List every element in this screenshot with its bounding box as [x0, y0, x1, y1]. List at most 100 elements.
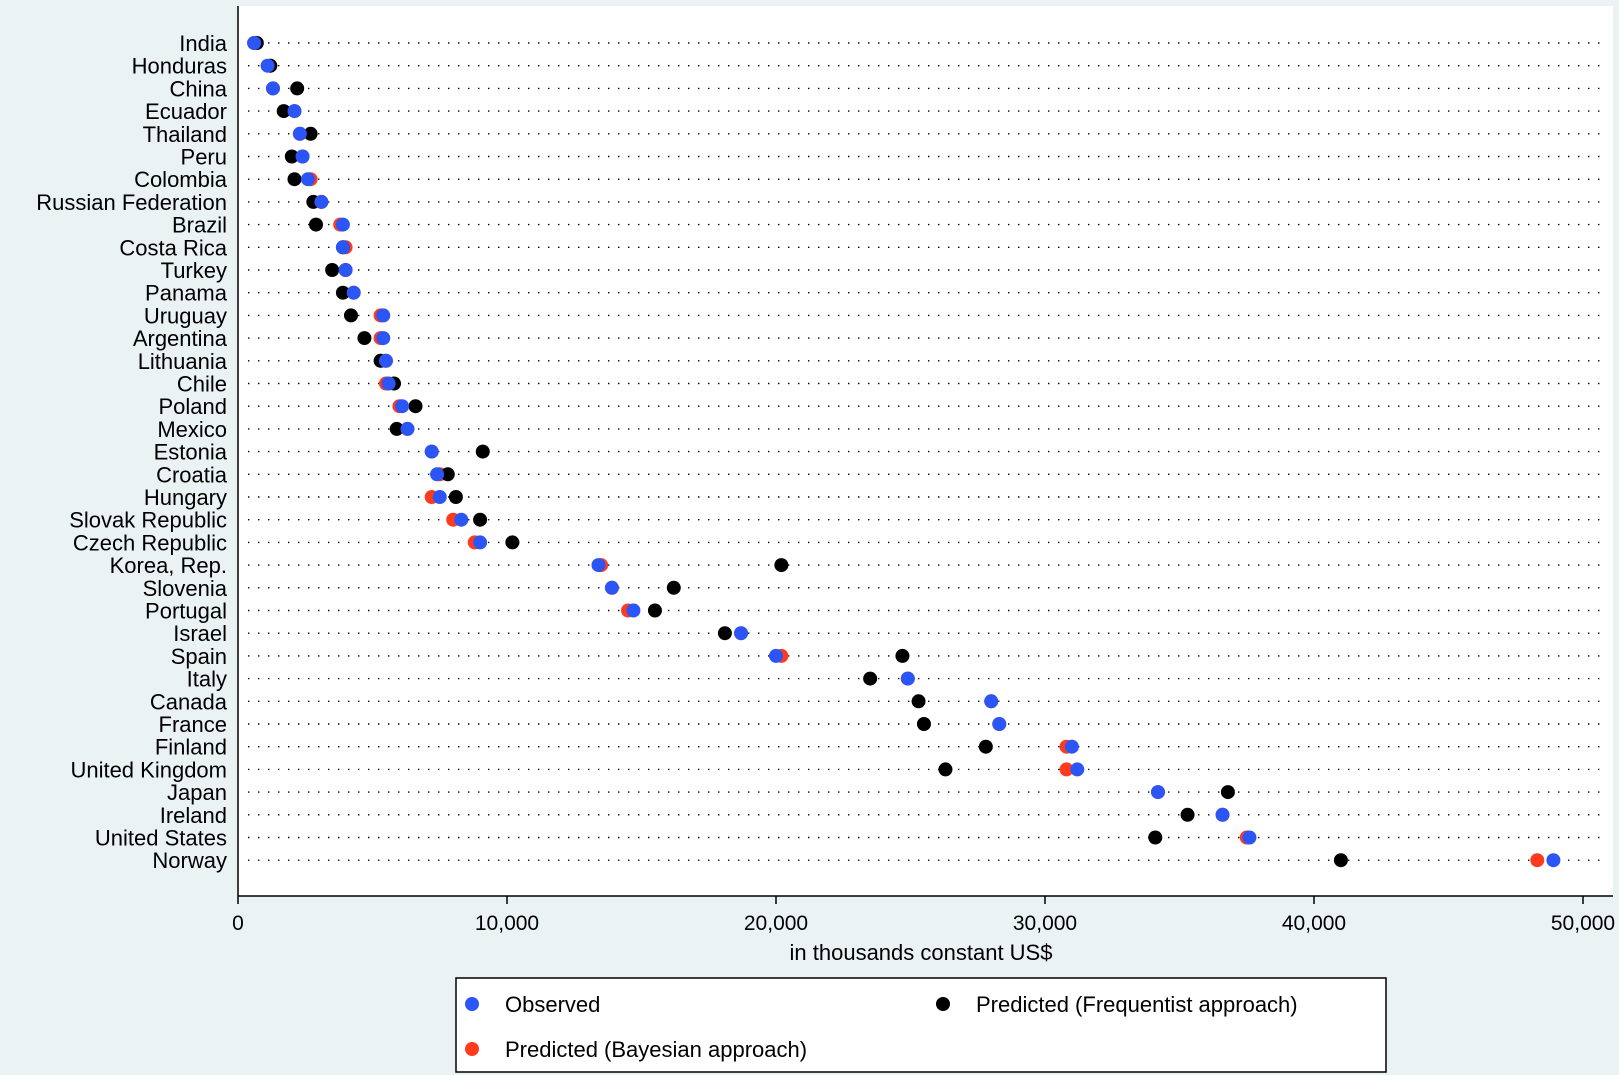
point-panama — [335, 285, 350, 300]
category-label: Poland — [158, 394, 227, 419]
category-label: India — [179, 31, 227, 56]
category-label: United Kingdom — [70, 757, 227, 782]
point-uruguay — [376, 308, 391, 323]
category-label: Thailand — [143, 122, 227, 147]
point-hungary — [432, 490, 447, 504]
x-axis-ticks: 0 10,000 20,000 30,000 40,000 50,000 — [232, 896, 1615, 935]
point-slovenia — [604, 580, 619, 595]
category-labels: IndiaHondurasChinaEcuadorThailandPeruCol… — [36, 31, 228, 873]
category-label: Peru — [181, 145, 227, 170]
point-norway — [1530, 853, 1545, 868]
x-tick-label: 20,000 — [744, 912, 808, 935]
data-points — [247, 36, 1561, 868]
category-label: Hungary — [144, 485, 227, 510]
point-colombia — [287, 172, 302, 187]
point-united-kingdom — [1059, 762, 1074, 777]
category-label: Croatia — [156, 462, 228, 487]
point-united-kingdom — [938, 762, 953, 777]
point-estonia — [475, 444, 490, 459]
point-united-kingdom — [1070, 762, 1085, 777]
category-label: Russian Federation — [36, 190, 227, 215]
legend-marker-observed — [465, 997, 479, 1011]
point-peru — [284, 149, 299, 164]
point-mexico — [400, 421, 415, 436]
point-thailand — [292, 126, 307, 141]
x-tick-label: 10,000 — [475, 912, 539, 935]
point-estonia — [424, 444, 439, 459]
point-korea-rep — [591, 558, 606, 573]
category-label: Turkey — [161, 258, 227, 283]
category-label: China — [170, 76, 228, 101]
x-tick-label: 0 — [232, 912, 244, 935]
point-turkey — [338, 263, 353, 277]
legend-label-observed: Observed — [505, 992, 600, 1017]
category-label: Lithuania — [138, 349, 228, 374]
category-label: Ecuador — [145, 99, 227, 124]
category-label: Korea, Rep. — [110, 553, 227, 578]
category-label: France — [159, 712, 227, 737]
plot-area — [238, 6, 1613, 896]
category-label: Ireland — [160, 803, 227, 828]
category-label: Uruguay — [144, 303, 227, 328]
category-label: Japan — [167, 780, 227, 805]
category-label: United States — [95, 826, 227, 851]
category-label: Italy — [187, 667, 227, 692]
category-label: Argentina — [133, 326, 228, 351]
point-ecuador — [276, 104, 291, 119]
point-france — [992, 717, 1007, 731]
category-label: Canada — [150, 689, 228, 714]
legend: Observed Predicted (Frequentist approach… — [455, 977, 1387, 1073]
category-label: Finland — [155, 735, 227, 760]
legend-marker-frequentist — [936, 997, 950, 1011]
point-israel — [717, 626, 732, 641]
point-canada — [984, 694, 999, 709]
point-czech-republic — [473, 535, 488, 550]
point-portugal — [647, 603, 662, 618]
point-spain — [895, 648, 910, 663]
category-label: Slovak Republic — [69, 508, 227, 533]
legend-box — [455, 977, 1387, 1073]
point-norway — [1333, 853, 1348, 868]
point-hungary — [448, 490, 463, 504]
point-colombia — [300, 172, 315, 187]
point-slovak-republic — [454, 512, 469, 527]
point-slovak-republic — [473, 512, 488, 527]
point-norway — [1546, 853, 1561, 868]
category-label: Portugal — [145, 599, 227, 624]
point-korea-rep — [774, 558, 789, 573]
category-label: Brazil — [172, 213, 227, 238]
point-finland — [978, 739, 993, 754]
category-label: Costa Rica — [119, 235, 227, 260]
point-united-states — [1148, 830, 1163, 845]
point-argentina — [357, 331, 372, 346]
x-tick-label: 50,000 — [1551, 912, 1615, 935]
point-portugal — [626, 603, 641, 618]
point-croatia — [440, 467, 455, 482]
point-czech-republic — [505, 535, 520, 550]
point-lithuania — [378, 353, 393, 368]
category-label: Chile — [177, 372, 227, 397]
point-chile — [381, 376, 396, 391]
point-russian-federation — [314, 194, 329, 209]
point-china — [265, 81, 280, 96]
category-label: Israel — [173, 621, 227, 646]
category-label: Mexico — [157, 417, 227, 442]
point-japan — [1150, 785, 1165, 800]
point-turkey — [325, 263, 340, 277]
series-observed — [247, 36, 1561, 868]
category-label: Slovenia — [143, 576, 228, 601]
point-spain — [769, 648, 783, 663]
point-italy — [863, 671, 878, 686]
category-label: Honduras — [132, 54, 227, 79]
point-peru — [295, 149, 310, 164]
point-croatia — [430, 467, 445, 482]
point-israel — [734, 626, 749, 641]
point-poland — [395, 399, 410, 414]
legend-label-bayesian: Predicted (Bayesian approach) — [505, 1037, 807, 1062]
point-slovenia — [666, 580, 681, 595]
point-finland — [1064, 739, 1079, 754]
category-label: Panama — [145, 281, 228, 306]
point-united-states — [1242, 830, 1257, 845]
point-india — [247, 36, 262, 50]
